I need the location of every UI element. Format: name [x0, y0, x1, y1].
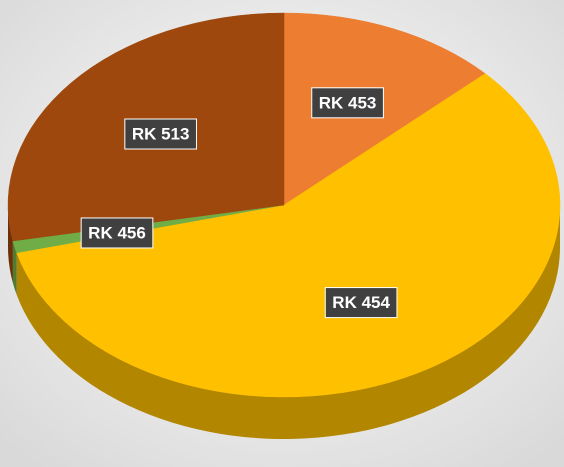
slice-side	[16, 205, 561, 439]
data-label-text: RK 453	[319, 93, 377, 112]
data-label-text: RK 456	[88, 223, 146, 242]
data-label-text: RK 454	[332, 293, 390, 312]
slice	[16, 73, 561, 398]
slice	[283, 12, 486, 206]
data-label: RK 454	[324, 287, 398, 319]
data-label: RK 513	[124, 118, 197, 150]
data-label-box	[80, 217, 154, 249]
slice-side	[12, 240, 17, 295]
data-label: RK 453	[311, 87, 384, 119]
data-label-box	[311, 87, 384, 119]
data-label-box	[124, 118, 197, 150]
labels: RK 453 RK 454 RK 456 RK 513	[80, 87, 398, 319]
data-label-text: RK 513	[132, 125, 190, 144]
data-label-box	[324, 287, 398, 319]
data-label: RK 456	[80, 217, 154, 249]
